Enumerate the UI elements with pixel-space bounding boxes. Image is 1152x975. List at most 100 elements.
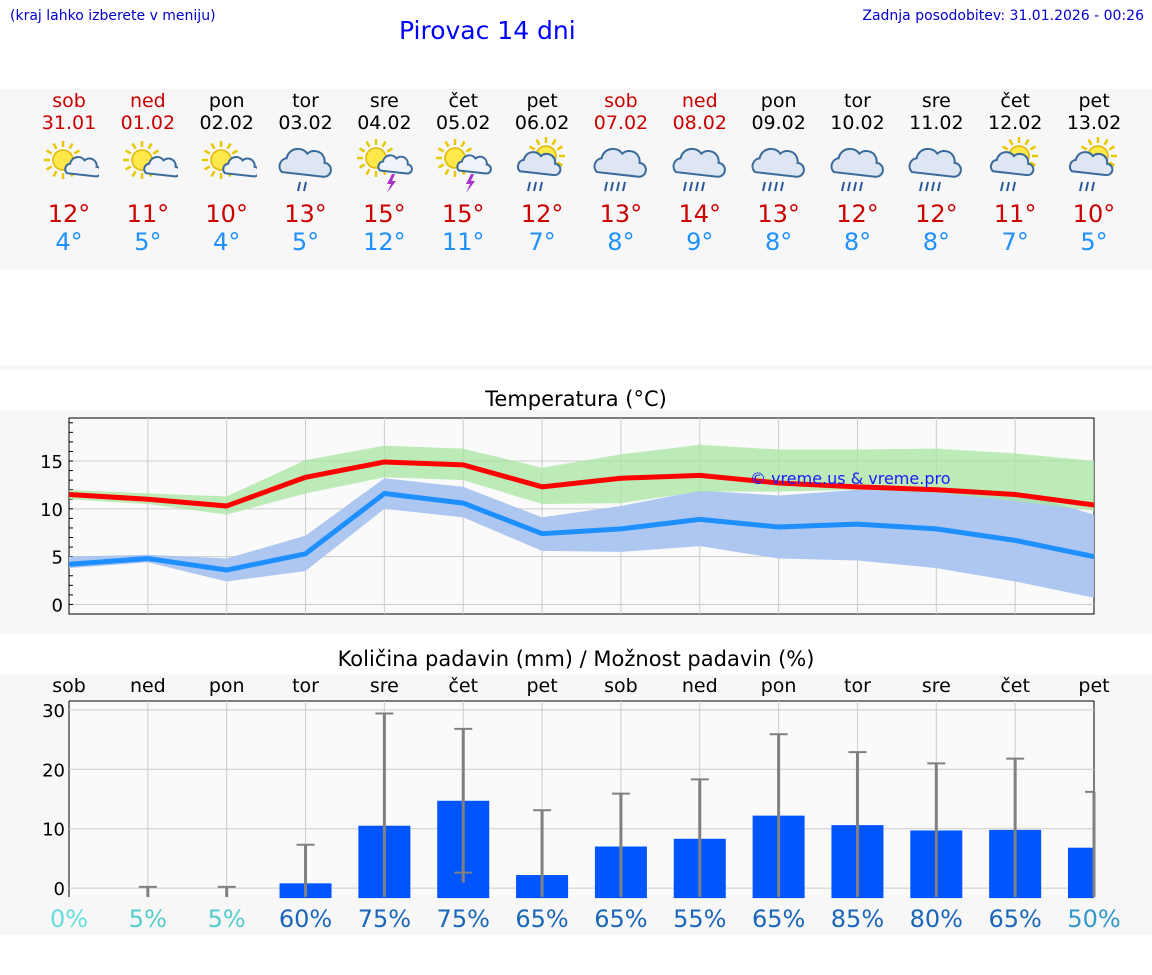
min-temp-range-band <box>69 478 1094 598</box>
sun-thunder-icon <box>357 139 414 193</box>
temp-max: 13° <box>757 200 800 228</box>
cloud-rain-icon <box>751 147 805 192</box>
day-date: 11.02 <box>909 112 964 134</box>
sun-cloud-icon <box>122 141 178 179</box>
y-tick-label: 20 <box>42 760 65 781</box>
page-title: Pirovac 14 dni <box>399 16 576 45</box>
day-axis-label: tor <box>292 675 319 697</box>
temp-min: 5° <box>134 228 162 256</box>
day-column: sob 07.02 13° 8° <box>581 89 661 256</box>
precip-probability: 65% <box>594 905 647 933</box>
temp-max: 13° <box>284 200 327 228</box>
day-name: sre <box>369 90 399 112</box>
day-column: ned 08.02 14° 9° <box>660 89 740 256</box>
day-name: sre <box>921 90 951 112</box>
y-tick-label: 30 <box>42 701 65 722</box>
temp-max: 12° <box>836 200 879 228</box>
day-axis-label: sre <box>370 675 399 697</box>
precip-probability: 5% <box>208 905 246 933</box>
day-date: 07.02 <box>593 112 649 134</box>
day-name: pon <box>760 90 797 112</box>
temp-min: 5° <box>291 228 320 256</box>
temp-max: 15° <box>363 200 406 228</box>
temperature-chart-title: Temperatura (°C) <box>485 387 667 411</box>
sun-cloud-rain-icon <box>517 137 566 192</box>
temp-max: 12° <box>47 200 91 228</box>
precip-probability: 65% <box>515 905 568 933</box>
temp-min: 4° <box>213 228 241 256</box>
temp-max: 15° <box>441 200 485 228</box>
divider <box>0 365 1152 370</box>
temp-min: 11° <box>441 228 485 256</box>
day-axis-label: ned <box>130 675 166 697</box>
day-axis-label: pon <box>761 675 797 697</box>
sun-thunder-icon <box>436 139 493 193</box>
sun-cloud-rain-icon <box>1069 137 1118 192</box>
day-name: pon <box>208 90 245 112</box>
y-tick-label: 0 <box>52 595 63 616</box>
precip-probability: 60% <box>279 905 332 933</box>
temperature-chart: 0 5 10 15 © vreme.us & vreme.pro <box>40 417 1095 616</box>
sun-cloud-icon <box>44 141 99 179</box>
precip-probability: 65% <box>988 905 1041 933</box>
precip-probability: 55% <box>673 905 726 933</box>
day-axis-label: sob <box>604 675 638 697</box>
day-column: pet 13.02 10° 5° <box>1054 89 1134 256</box>
day-name: sob <box>52 90 86 112</box>
day-name: čet <box>1000 90 1030 112</box>
day-axis-label: pon <box>209 675 245 697</box>
temp-min: 7° <box>1001 228 1029 256</box>
precipitation-chart-title: Količina padavin (mm) / Možnost padavin … <box>337 647 815 671</box>
day-name: pet <box>1078 90 1110 112</box>
sun-cloud-rain-icon <box>990 137 1039 192</box>
watermark: © vreme.us & vreme.pro <box>750 469 951 488</box>
day-name: čet <box>448 90 479 112</box>
precip-bar <box>1068 847 1094 899</box>
precip-probability: 75% <box>437 905 490 933</box>
day-column: pon 02.02 10° 4° <box>187 89 267 256</box>
day-column: pet 06.02 12° 7° <box>502 89 582 256</box>
temp-min: 8° <box>607 228 635 256</box>
temp-min: 5° <box>1080 228 1108 256</box>
day-date: 08.02 <box>672 112 727 134</box>
location-hint: (kraj lahko izberete v meniju) <box>10 8 216 24</box>
y-tick-label: 10 <box>40 500 63 521</box>
day-date: 12.02 <box>987 112 1043 134</box>
temp-max: 10° <box>205 200 248 228</box>
cloud-light-rain-icon <box>278 147 332 192</box>
cloud-rain-icon <box>672 147 726 192</box>
day-column: čet 12.02 11° 7° <box>975 89 1055 256</box>
temp-min: 12° <box>363 228 406 256</box>
day-column: ned 01.02 11° 5° <box>108 89 188 256</box>
cloud-rain-icon <box>830 147 884 192</box>
day-axis-label: čet <box>448 675 478 697</box>
day-column: sre 04.02 15° 12° <box>344 89 424 256</box>
day-name: tor <box>292 90 319 112</box>
temp-max: 11° <box>993 200 1037 228</box>
cloud-rain-icon <box>593 147 647 192</box>
day-name: pet <box>526 90 558 112</box>
precip-probability: 5% <box>129 905 167 933</box>
precip-probability: 65% <box>752 905 805 933</box>
day-name: sob <box>604 90 638 112</box>
temp-min: 8° <box>922 228 950 256</box>
temp-min: 9° <box>686 228 714 256</box>
day-name: tor <box>844 90 871 112</box>
day-column: tor 10.02 12° 8° <box>818 89 898 256</box>
day-date: 10.02 <box>830 112 885 134</box>
day-name: ned <box>681 90 718 112</box>
temp-max: 11° <box>126 200 170 228</box>
y-tick-label: 15 <box>40 452 63 473</box>
day-axis-label: pet <box>526 675 557 697</box>
day-column: sob 31.01 12° 4° <box>29 89 109 256</box>
day-date: 13.02 <box>1066 112 1122 134</box>
precipitation-chart: sob ned pon tor sre čet pet sob ned pon tor sre čet p… <box>42 675 1121 933</box>
precip-probability: 0% <box>50 905 88 933</box>
max-temp-line <box>68 459 1095 509</box>
min-temp-line <box>68 491 1095 573</box>
day-date: 02.02 <box>199 112 254 134</box>
day-axis-label: tor <box>844 675 871 697</box>
day-axis-label: pet <box>1078 675 1109 697</box>
day-axis-label: čet <box>1000 675 1030 697</box>
cloud-rain-icon <box>908 147 963 192</box>
